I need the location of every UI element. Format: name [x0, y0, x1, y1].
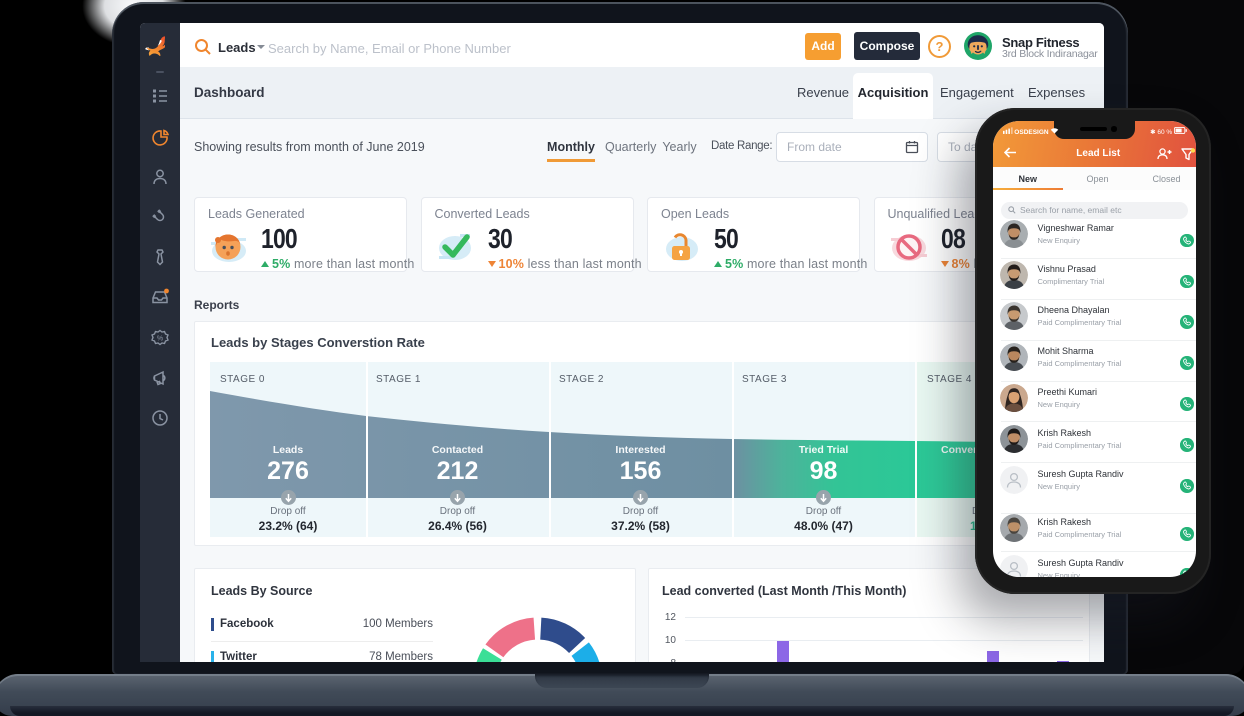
svg-text:%: %	[157, 336, 163, 343]
